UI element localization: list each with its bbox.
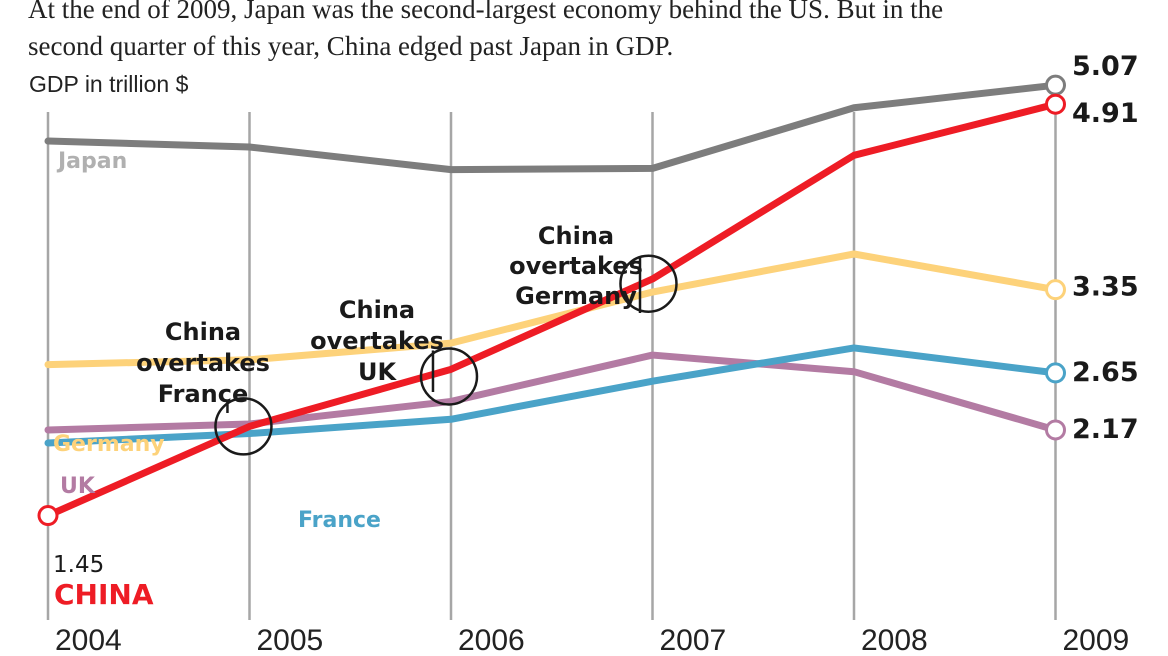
annotation-germany-line-1: China (538, 222, 614, 250)
annotation-uk-line-1: China (339, 296, 415, 324)
end-marker-france (1045, 362, 1066, 384)
end-value-label-china: 4.91 (1072, 98, 1139, 129)
x-tick-2006: 2006 (458, 624, 525, 656)
chart-subtitle-line-2: second quarter of this year, China edged… (28, 31, 673, 61)
annotation-france-line-1: China (165, 318, 241, 346)
end-marker-germany (1045, 279, 1066, 301)
x-tick-2005: 2005 (257, 624, 324, 656)
annotation-france-line-2: overtakes (136, 349, 270, 377)
end-value-label-france: 2.65 (1072, 357, 1139, 388)
x-tick-2009: 2009 (1063, 624, 1130, 656)
series-line-germany (44, 250, 1059, 369)
series-line-japan (44, 81, 1059, 174)
end-marker-uk (1045, 419, 1066, 441)
end-value-label-germany: 3.35 (1072, 272, 1139, 303)
annotation-uk-line-3: UK (358, 358, 397, 386)
start-value-label-china: 1.45 (53, 552, 104, 578)
end-marker-china (1045, 93, 1066, 115)
chart-subtitle-line-1: At the end of 2009, Japan was the second… (28, 0, 943, 24)
annotation-uk-line-2: overtakes (310, 327, 444, 355)
annotation-france-line-3: France (158, 380, 248, 408)
x-tick-2008: 2008 (861, 624, 928, 656)
annotation-circle-germany (619, 254, 678, 313)
end-value-label-uk: 2.17 (1072, 414, 1139, 445)
annotation-germany-line-2: overtakes (509, 252, 643, 280)
y-axis-label: GDP in trillion $ (29, 71, 189, 97)
annotation-circle-uk (419, 347, 479, 406)
series-label-uk: UK (60, 474, 96, 499)
series-label-france: France (298, 508, 381, 533)
annotation-circle-france (214, 397, 273, 456)
x-tick-2007: 2007 (660, 624, 727, 656)
start-marker-china (37, 505, 59, 527)
x-tick-2004: 2004 (55, 624, 122, 656)
series-line-china (44, 100, 1059, 520)
end-marker-japan (1045, 74, 1066, 96)
end-value-label-japan: 5.07 (1072, 51, 1139, 82)
series-label-japan: Japan (56, 149, 127, 174)
series-label-china: CHINA (54, 578, 154, 611)
series-label-germany: Germany (53, 432, 165, 457)
annotation-germany-line-3: Germany (515, 282, 637, 310)
